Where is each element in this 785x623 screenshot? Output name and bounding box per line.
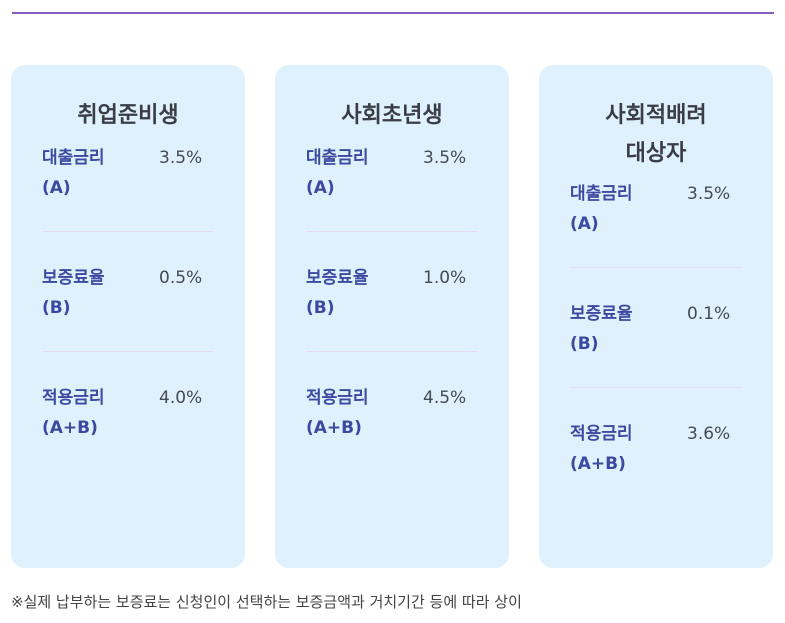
row-label: 대출금리 (A) [42,148,105,198]
row-value: 3.5% [423,148,467,168]
row-label: 대출금리 (A) [570,184,633,234]
row-label: 보증료율 (B) [570,304,633,354]
row-divider [570,267,742,268]
card-social-consideration: 사회적배려 대상자 대출금리 (A) 3.5% 보증료율 (B) 0.1% 적용… [539,65,773,568]
row-value: 4.0% [159,388,203,408]
row-divider [42,231,214,232]
row-value: 3.5% [687,184,731,204]
row-value: 0.1% [687,304,731,324]
row-label: 적용금리 (A+B) [570,424,633,474]
row-divider [306,351,478,352]
row-divider [570,387,742,388]
row-label: 대출금리 (A) [306,148,369,198]
top-divider [12,12,774,14]
row-label: 보증료율 (B) [42,268,105,318]
row-divider [42,351,214,352]
row-label: 보증료율 (B) [306,268,369,318]
row-divider [306,231,478,232]
row-label: 적용금리 (A+B) [42,388,105,438]
card-title: 사회초년생 [341,103,443,128]
row-value: 3.6% [687,424,731,444]
row-value: 1.0% [423,268,467,288]
row-label: 적용금리 (A+B) [306,388,369,438]
card-title: 사회적배려 대상자 [605,103,707,166]
card-title: 취업준비생 [77,103,179,128]
row-value: 4.5% [423,388,467,408]
card-job-seeker: 취업준비생 대출금리 (A) 3.5% 보증료율 (B) 0.5% 적용금리 (… [11,65,245,568]
footnote: ※실제 납부하는 보증료는 신청인이 선택하는 보증금액과 거치기간 등에 따라… [11,593,522,611]
row-value: 0.5% [159,268,203,288]
rate-cards: 취업준비생 대출금리 (A) 3.5% 보증료율 (B) 0.5% 적용금리 (… [11,65,773,568]
card-new-worker: 사회초년생 대출금리 (A) 3.5% 보증료율 (B) 1.0% 적용금리 (… [275,65,509,568]
row-value: 3.5% [159,148,203,168]
